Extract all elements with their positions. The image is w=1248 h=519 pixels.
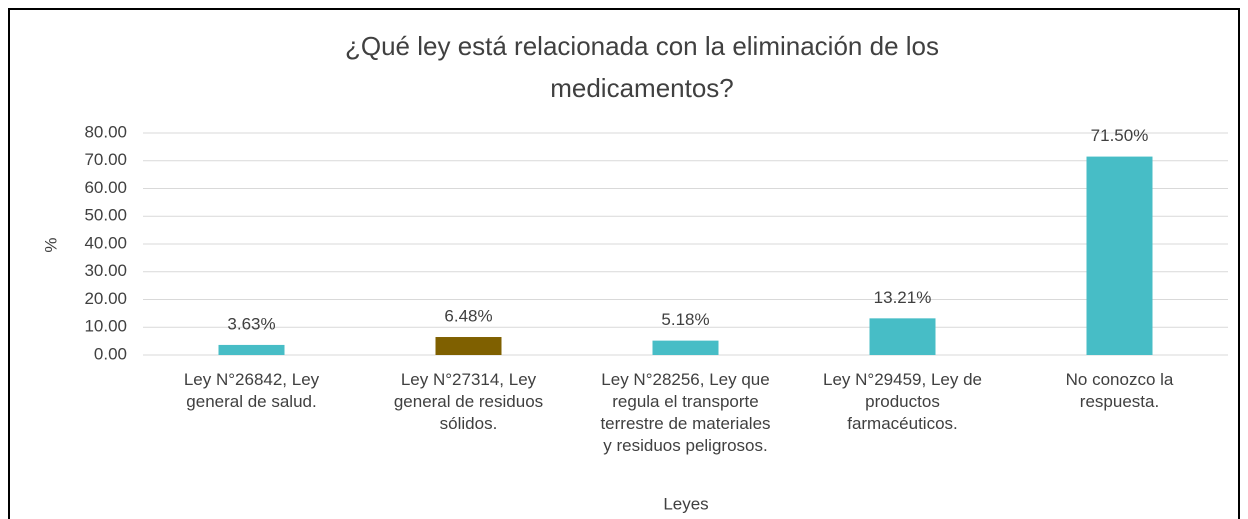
data-label: 5.18% <box>661 310 709 329</box>
x-tick-label: Ley N°28256, Ley que regula el transporte… <box>600 370 770 455</box>
bar <box>652 340 719 355</box>
y-tick-label: 40.00 <box>84 233 127 252</box>
data-label: 3.63% <box>227 314 275 333</box>
chart-frame <box>8 8 1240 519</box>
bar <box>435 337 502 355</box>
data-label: 6.48% <box>444 307 492 326</box>
x-tick-label: Ley N°26842, Ley general de salud. <box>184 370 320 411</box>
y-tick-label: 50.00 <box>84 206 127 225</box>
bar <box>1086 156 1153 355</box>
y-tick-label: 10.00 <box>84 317 127 336</box>
y-axis-label: % <box>41 237 60 252</box>
y-tick-label: 60.00 <box>84 178 127 197</box>
y-tick-label: 70.00 <box>84 150 127 169</box>
x-tick-label: Ley N°29459, Ley de productos farmacéutico… <box>823 370 982 433</box>
data-label: 71.50% <box>1091 126 1149 145</box>
y-tick-label: 80.00 <box>84 122 127 141</box>
y-tick-label: 20.00 <box>84 289 127 308</box>
data-label: 13.21% <box>874 288 932 307</box>
bar <box>218 344 285 355</box>
x-tick-label: Ley N°27314, Ley general de residuos sólid… <box>394 370 543 433</box>
bar <box>869 318 936 355</box>
chart-title: ¿Qué ley está relacionada con la elimina… <box>345 31 939 103</box>
x-tick-label: No conozco la respuesta. <box>1066 370 1174 411</box>
x-axis-label: Leyes <box>663 494 708 513</box>
y-tick-label: 0.00 <box>94 344 127 363</box>
y-tick-label: 30.00 <box>84 261 127 280</box>
